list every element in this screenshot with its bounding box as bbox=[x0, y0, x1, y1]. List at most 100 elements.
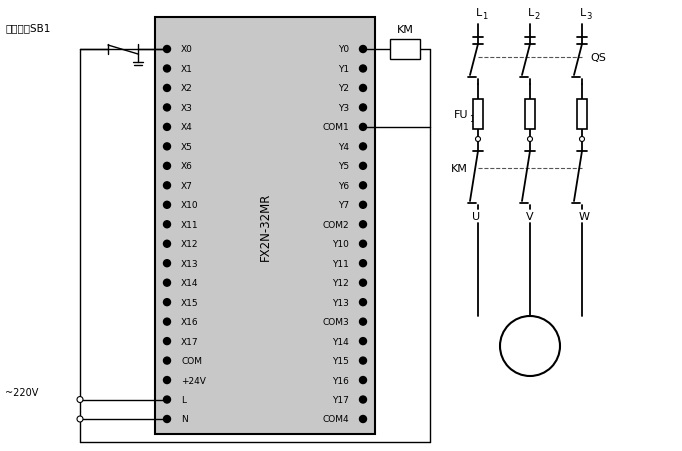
Text: X2: X2 bbox=[181, 84, 193, 93]
Text: X15: X15 bbox=[181, 298, 198, 307]
Circle shape bbox=[77, 416, 83, 422]
Text: 3: 3 bbox=[586, 12, 591, 21]
Circle shape bbox=[359, 163, 366, 170]
Bar bbox=[155, 18, 375, 434]
Text: X3: X3 bbox=[181, 104, 193, 113]
Text: 1: 1 bbox=[469, 114, 474, 123]
Text: KM: KM bbox=[396, 25, 413, 35]
Text: X12: X12 bbox=[181, 239, 198, 249]
Circle shape bbox=[359, 299, 366, 306]
Text: Y7: Y7 bbox=[338, 201, 349, 210]
Circle shape bbox=[359, 318, 366, 326]
Circle shape bbox=[500, 316, 560, 376]
Circle shape bbox=[359, 260, 366, 267]
Text: X4: X4 bbox=[181, 123, 193, 132]
Circle shape bbox=[359, 46, 366, 53]
Text: Y3: Y3 bbox=[338, 104, 349, 113]
Circle shape bbox=[164, 182, 170, 189]
Circle shape bbox=[164, 260, 170, 267]
Text: X10: X10 bbox=[181, 201, 198, 210]
Circle shape bbox=[359, 124, 366, 131]
Circle shape bbox=[164, 396, 170, 403]
Circle shape bbox=[359, 105, 366, 112]
Circle shape bbox=[164, 46, 170, 53]
Circle shape bbox=[359, 396, 366, 403]
Text: X1: X1 bbox=[181, 65, 193, 74]
Circle shape bbox=[164, 105, 170, 112]
Text: L: L bbox=[476, 8, 482, 18]
Text: X0: X0 bbox=[181, 46, 193, 55]
Circle shape bbox=[164, 377, 170, 384]
Text: L: L bbox=[528, 8, 534, 18]
Text: N: N bbox=[181, 414, 188, 423]
Circle shape bbox=[164, 299, 170, 306]
Bar bbox=[473, 100, 483, 130]
Text: Y2: Y2 bbox=[338, 84, 349, 93]
Circle shape bbox=[164, 318, 170, 326]
Circle shape bbox=[164, 415, 170, 423]
Text: Y14: Y14 bbox=[332, 337, 349, 346]
Text: X13: X13 bbox=[181, 259, 198, 268]
Circle shape bbox=[164, 143, 170, 151]
Circle shape bbox=[164, 163, 170, 170]
Text: Y11: Y11 bbox=[332, 259, 349, 268]
Text: Y4: Y4 bbox=[338, 143, 349, 152]
Circle shape bbox=[580, 137, 584, 142]
Circle shape bbox=[164, 124, 170, 131]
Text: 1: 1 bbox=[482, 12, 487, 21]
Text: COM1: COM1 bbox=[323, 123, 349, 132]
Circle shape bbox=[164, 221, 170, 228]
Text: X16: X16 bbox=[181, 318, 198, 327]
Circle shape bbox=[77, 396, 83, 403]
Circle shape bbox=[164, 338, 170, 345]
Text: Y5: Y5 bbox=[338, 162, 349, 171]
Text: X14: X14 bbox=[181, 279, 198, 288]
Circle shape bbox=[359, 357, 366, 364]
Circle shape bbox=[164, 202, 170, 209]
Circle shape bbox=[359, 241, 366, 248]
Text: X6: X6 bbox=[181, 162, 193, 171]
Text: L: L bbox=[580, 8, 587, 18]
Text: X11: X11 bbox=[181, 220, 198, 229]
Text: Y6: Y6 bbox=[338, 181, 349, 190]
Circle shape bbox=[164, 66, 170, 73]
Circle shape bbox=[359, 182, 366, 189]
Circle shape bbox=[359, 338, 366, 345]
Text: M: M bbox=[524, 331, 536, 345]
Text: FU: FU bbox=[454, 110, 468, 120]
Text: Y12: Y12 bbox=[332, 279, 349, 288]
Text: 2: 2 bbox=[534, 12, 539, 21]
Text: ~220V: ~220V bbox=[5, 387, 38, 396]
Text: 启动按鈕SB1: 启动按鈕SB1 bbox=[5, 23, 50, 33]
Text: COM4: COM4 bbox=[323, 414, 349, 423]
Circle shape bbox=[359, 221, 366, 228]
Text: L: L bbox=[181, 395, 186, 404]
Text: COM2: COM2 bbox=[323, 220, 349, 229]
Text: X5: X5 bbox=[181, 143, 193, 152]
Circle shape bbox=[475, 137, 481, 142]
Text: Y17: Y17 bbox=[332, 395, 349, 404]
Text: Y10: Y10 bbox=[332, 239, 349, 249]
Text: X17: X17 bbox=[181, 337, 198, 346]
Text: Y16: Y16 bbox=[332, 376, 349, 385]
Text: Y0: Y0 bbox=[338, 46, 349, 55]
Text: FX2N-32MR: FX2N-32MR bbox=[258, 192, 271, 260]
Text: Y1: Y1 bbox=[338, 65, 349, 74]
Circle shape bbox=[359, 415, 366, 423]
Bar bbox=[577, 100, 587, 130]
Text: COM3: COM3 bbox=[323, 318, 349, 327]
Text: +24V: +24V bbox=[181, 376, 206, 385]
Text: W: W bbox=[578, 212, 589, 221]
Circle shape bbox=[164, 241, 170, 248]
Circle shape bbox=[359, 202, 366, 209]
Circle shape bbox=[359, 280, 366, 286]
Text: U: U bbox=[472, 212, 480, 221]
Text: V: V bbox=[527, 212, 534, 221]
Text: COM: COM bbox=[181, 356, 202, 365]
Circle shape bbox=[359, 143, 366, 151]
Circle shape bbox=[359, 66, 366, 73]
Circle shape bbox=[164, 357, 170, 364]
Text: 3~: 3~ bbox=[521, 348, 539, 361]
Circle shape bbox=[359, 377, 366, 384]
Text: Y13: Y13 bbox=[332, 298, 349, 307]
